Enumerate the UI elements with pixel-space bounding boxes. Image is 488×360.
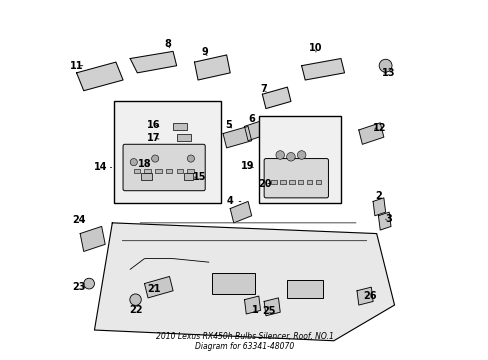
Bar — [114, 102, 221, 203]
Text: 21: 21 — [147, 284, 161, 294]
Text: 7: 7 — [260, 84, 267, 94]
Text: 5: 5 — [224, 120, 231, 130]
Bar — [176, 134, 190, 141]
Bar — [306, 180, 312, 184]
Polygon shape — [223, 126, 251, 148]
Polygon shape — [94, 223, 394, 341]
Text: 20: 20 — [258, 179, 271, 189]
Text: 22: 22 — [128, 305, 142, 315]
Polygon shape — [358, 123, 383, 144]
Polygon shape — [144, 276, 173, 298]
Circle shape — [297, 151, 305, 159]
Text: 1: 1 — [251, 305, 258, 315]
Circle shape — [187, 155, 194, 162]
Bar — [315, 180, 321, 184]
Circle shape — [275, 151, 284, 159]
Polygon shape — [77, 62, 123, 91]
Bar — [176, 168, 183, 173]
Text: 11: 11 — [70, 61, 83, 71]
Circle shape — [151, 155, 159, 162]
Text: 19: 19 — [241, 161, 254, 171]
Polygon shape — [194, 55, 230, 80]
Bar — [288, 180, 294, 184]
Circle shape — [286, 153, 295, 161]
Bar — [173, 123, 187, 130]
FancyBboxPatch shape — [264, 158, 328, 198]
Text: 18: 18 — [138, 159, 151, 169]
Polygon shape — [262, 87, 290, 109]
Bar — [155, 168, 162, 173]
Text: 2: 2 — [374, 191, 381, 201]
Text: 26: 26 — [362, 291, 375, 301]
Text: 8: 8 — [164, 39, 171, 49]
Text: 4: 4 — [226, 197, 241, 206]
Text: 15: 15 — [193, 172, 206, 182]
Bar — [298, 180, 303, 184]
Text: 9: 9 — [202, 47, 208, 57]
Text: 23: 23 — [73, 282, 86, 292]
Bar — [187, 168, 193, 173]
Polygon shape — [301, 59, 344, 80]
Text: 24: 24 — [73, 215, 86, 225]
Text: 16: 16 — [146, 120, 160, 130]
Polygon shape — [244, 119, 269, 141]
Text: 14: 14 — [94, 162, 111, 172]
Circle shape — [378, 59, 391, 72]
Bar — [287, 280, 323, 298]
Text: 13: 13 — [382, 68, 395, 78]
Text: 12: 12 — [372, 123, 386, 133]
Bar — [141, 173, 151, 180]
Polygon shape — [244, 296, 260, 314]
Polygon shape — [356, 287, 372, 305]
Bar — [212, 273, 255, 294]
Circle shape — [130, 294, 141, 305]
Text: 17: 17 — [146, 133, 160, 143]
FancyBboxPatch shape — [123, 144, 205, 191]
Polygon shape — [230, 202, 251, 223]
Circle shape — [83, 278, 94, 289]
Bar — [183, 173, 192, 180]
Bar — [134, 168, 140, 173]
Text: 10: 10 — [308, 43, 322, 53]
Bar — [271, 180, 276, 184]
Text: 6: 6 — [248, 113, 255, 123]
Text: 2010 Lexus RX450h Bulbs Silencer, Roof, NO.1
Diagram for 63341-48070: 2010 Lexus RX450h Bulbs Silencer, Roof, … — [155, 332, 333, 351]
Bar — [144, 168, 151, 173]
Polygon shape — [372, 198, 385, 216]
Bar — [165, 168, 172, 173]
Bar — [280, 180, 285, 184]
Text: 25: 25 — [262, 306, 275, 316]
Text: 3: 3 — [385, 214, 392, 224]
Polygon shape — [264, 298, 280, 316]
Bar — [258, 116, 340, 203]
Polygon shape — [130, 51, 176, 73]
Polygon shape — [80, 226, 105, 251]
Polygon shape — [378, 212, 390, 230]
Circle shape — [130, 158, 137, 166]
